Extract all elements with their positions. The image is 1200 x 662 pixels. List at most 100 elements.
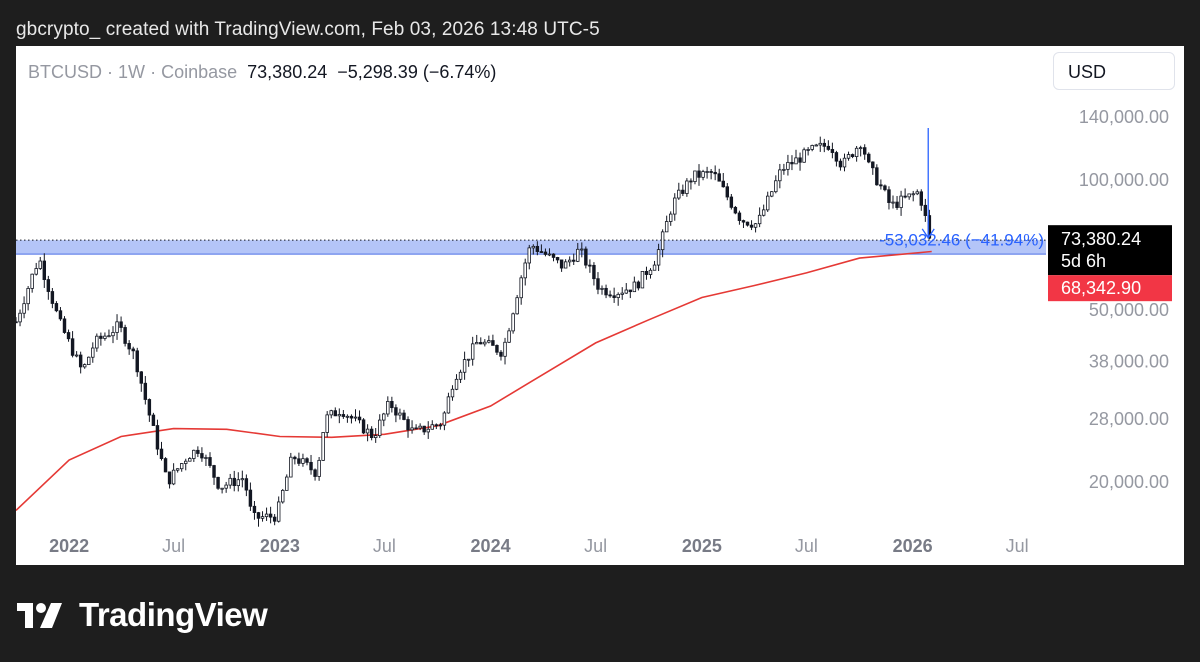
x-axis-tick-label: Jul — [795, 536, 818, 556]
candle-body — [248, 489, 253, 507]
candle-body — [503, 341, 507, 357]
candle-body — [378, 419, 382, 437]
chart-attribution: gbcrypto_ created with TradingView.com, … — [16, 19, 600, 40]
candle-body — [143, 382, 148, 400]
candle-body — [119, 321, 123, 328]
candle-body — [82, 364, 87, 368]
candle-body — [555, 257, 560, 261]
candle-body — [491, 340, 495, 346]
candle-body — [539, 251, 544, 253]
candle-body — [899, 195, 903, 208]
candle-body — [632, 281, 637, 293]
candle-body — [584, 248, 588, 266]
candle-body — [725, 186, 730, 198]
candle-body — [495, 345, 499, 353]
candle-body — [200, 453, 204, 459]
candle-body — [616, 293, 620, 298]
measure-arrow-head — [921, 228, 935, 240]
candle-body — [830, 149, 835, 153]
candle-body — [596, 278, 600, 290]
currency-button[interactable]: USD — [1053, 52, 1175, 90]
candle-body — [713, 171, 717, 175]
candle-body — [741, 220, 746, 223]
candle-body — [232, 477, 236, 487]
symbol-exchange: Coinbase — [161, 62, 238, 82]
candle-body — [46, 279, 51, 292]
candle-body — [794, 157, 798, 165]
price-chart[interactable]: -53,032.46 (−41.94%) 140,000.00 100,000.00… — [16, 46, 1184, 565]
candle-body — [426, 428, 430, 433]
candle-body — [264, 513, 269, 518]
candle-body — [511, 313, 515, 332]
candle-body — [903, 195, 907, 198]
candle-body — [535, 245, 540, 252]
candle-body — [30, 273, 34, 289]
legend-separator: · — [150, 62, 157, 82]
symbol-legend[interactable]: BTCUSD · 1W · Coinbase 73,380.24 −5,298.… — [28, 62, 496, 83]
candle-body — [681, 189, 685, 194]
brand-name: TradingView — [79, 596, 268, 633]
candle-body — [454, 378, 459, 390]
candle-body — [163, 458, 168, 473]
candle-body — [50, 291, 55, 304]
candle-body — [365, 428, 370, 434]
candle-body — [636, 281, 641, 289]
candle-body — [745, 221, 750, 226]
candle-body — [66, 332, 71, 340]
candle-body — [487, 340, 491, 343]
candle-body — [402, 412, 406, 420]
candle-body — [572, 259, 576, 262]
candle-body — [527, 247, 531, 264]
candle-body — [559, 259, 564, 269]
candle-body — [175, 468, 180, 471]
candle-body — [761, 209, 766, 216]
candle-body — [333, 410, 337, 417]
candle-body — [139, 371, 143, 384]
chart-panel[interactable]: -53,032.46 (−41.94%) 140,000.00 100,000.00… — [16, 46, 1184, 565]
candle-body — [640, 271, 645, 289]
candle-body — [329, 410, 333, 416]
candle-body — [479, 342, 483, 345]
candle-body — [697, 170, 701, 178]
candle-body — [240, 478, 245, 481]
x-axis-tick-label: 2026 — [893, 536, 933, 556]
candle-body — [418, 425, 422, 429]
candle-body — [624, 289, 628, 294]
candle-body — [438, 424, 443, 427]
candle-body — [515, 297, 519, 315]
candle-body — [159, 448, 164, 459]
candle-body — [244, 478, 249, 491]
candle-body — [131, 348, 135, 352]
candle-body — [879, 184, 883, 187]
candle-body — [406, 419, 410, 431]
candle-body — [95, 335, 99, 349]
candle-body — [309, 461, 313, 471]
price-change-value: −5,298.39 (−6.74%) — [337, 62, 497, 82]
x-axis-tick-label: Jul — [584, 536, 607, 556]
candle-body — [107, 335, 111, 338]
candle-body — [923, 204, 928, 216]
y-axis-tick-label: 20,000.00 — [1089, 472, 1169, 492]
candle-body — [749, 224, 754, 228]
moving-average-tag — [1048, 275, 1172, 302]
candle-body — [179, 463, 184, 470]
candle-body — [268, 513, 273, 518]
candle-body — [357, 416, 362, 421]
candle-body — [42, 260, 47, 280]
candle-body — [325, 414, 329, 433]
candle-body — [628, 289, 633, 293]
candle-body — [398, 412, 402, 416]
candle-body — [507, 330, 511, 343]
candle-body — [18, 312, 22, 323]
candle-body — [442, 412, 447, 426]
candle-body — [220, 487, 224, 490]
candle-body — [798, 157, 802, 163]
candle-body — [34, 268, 38, 275]
candle-body — [612, 295, 616, 298]
candle-body — [729, 196, 734, 208]
candle-body — [462, 359, 467, 373]
candle-body — [592, 264, 596, 280]
candle-body — [147, 399, 152, 416]
candle-body — [450, 388, 455, 398]
candle-body — [911, 193, 915, 196]
